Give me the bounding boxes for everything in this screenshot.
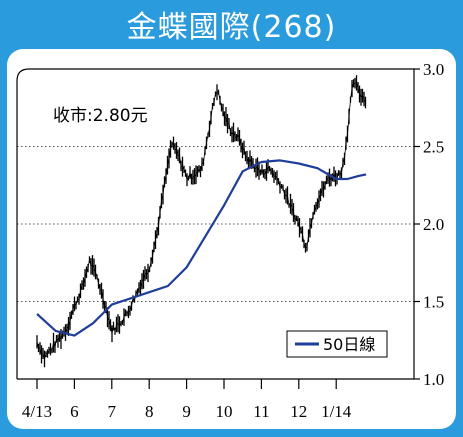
axis-layer: 1.0 1.5 2.0 2.5 3.0 4/13 6 7 8 9 10 11 12 1/14 [16, 60, 444, 421]
y-tick-label: 2.5 [423, 138, 444, 157]
title-bar: 金蝶國際(268) [3, 3, 460, 45]
legend-label: 50日線 [323, 335, 375, 354]
x-tick-label: 4/13 [22, 402, 52, 421]
legend: 50日線 [286, 330, 388, 358]
chart-svg: 1.0 1.5 2.0 2.5 3.0 4/13 6 7 8 9 10 11 12 1/14 收市:2.8… [16, 60, 444, 421]
x-tick-label: 9 [182, 402, 191, 421]
x-tick-label: 7 [108, 402, 117, 421]
ma-series [36, 159, 367, 337]
close-price-label: 收市:2.80元 [53, 106, 148, 126]
x-tick-label: 10 [216, 402, 233, 421]
plot-border [16, 68, 415, 379]
x-tick-label: 11 [253, 402, 269, 421]
y-tick-label: 1.0 [423, 370, 444, 389]
x-tick-label: 1/14 [321, 402, 352, 421]
price-line [36, 82, 366, 361]
chart-title: 金蝶國際(268) [126, 10, 337, 45]
y-tick-label: 2.0 [423, 215, 444, 234]
grid-layer [17, 146, 414, 302]
x-tick-label: 12 [290, 402, 307, 421]
ma-line [36, 159, 367, 337]
y-tick-label: 3.0 [423, 60, 444, 79]
x-tick-label: 8 [145, 402, 154, 421]
x-tick-label: 6 [70, 402, 79, 421]
y-tick-label: 1.5 [423, 293, 444, 312]
chart-panel: 1.0 1.5 2.0 2.5 3.0 4/13 6 7 8 9 10 11 12 1/14 收市:2.8… [7, 49, 456, 429]
